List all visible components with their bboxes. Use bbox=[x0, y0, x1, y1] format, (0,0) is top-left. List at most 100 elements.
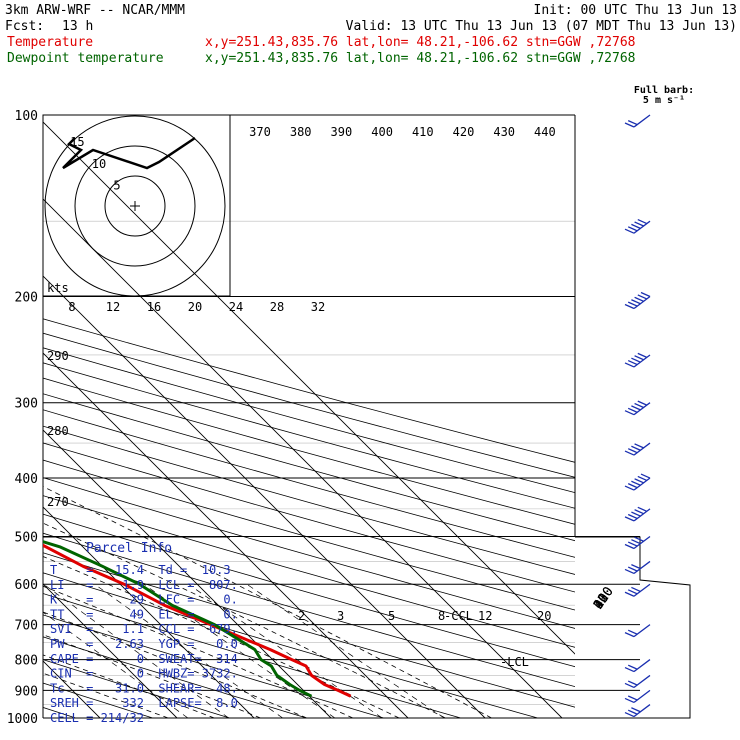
wind-barb-flag bbox=[634, 221, 644, 227]
wind-barb bbox=[624, 352, 651, 368]
temperature-legend-label: Temperature bbox=[7, 35, 93, 50]
theta-e-label: 380 bbox=[290, 125, 312, 139]
wind-barb-flag bbox=[624, 632, 635, 638]
wind-barb-flag bbox=[627, 513, 638, 520]
header-fcst-value: 13 h bbox=[62, 19, 93, 34]
wind-barb-flag bbox=[624, 697, 635, 704]
wind-barb-flag bbox=[627, 709, 638, 715]
pressure-tick-label: 700 bbox=[15, 619, 38, 634]
wind-barb-flag bbox=[627, 680, 638, 686]
parcel-info-row: LI = 1.9 LCL = 807. bbox=[50, 578, 238, 592]
isotherm-label: 40 bbox=[591, 591, 612, 612]
dry-adiabat bbox=[43, 614, 384, 718]
wind-barb-flag bbox=[631, 445, 641, 451]
lcl-marker-label: -LCL bbox=[500, 655, 529, 669]
wind-barb-flag bbox=[624, 485, 635, 491]
dry-adiabat bbox=[43, 495, 575, 648]
mixing-ratio-label: 12 bbox=[478, 609, 492, 623]
wind-barb-staff bbox=[633, 659, 651, 673]
wind-barb-flag bbox=[627, 448, 638, 454]
barb-legend-line2: 5 m s⁻¹ bbox=[643, 95, 685, 106]
wind-barb-flag bbox=[624, 711, 635, 718]
wind-barb-flag bbox=[624, 682, 635, 689]
theta-e-label: 420 bbox=[453, 125, 475, 139]
wind-barb bbox=[624, 473, 651, 491]
wind-barb bbox=[624, 442, 651, 456]
isotherm-label: 30 bbox=[591, 591, 612, 612]
wind-barb-flag bbox=[634, 355, 644, 361]
wind-barb-flag bbox=[634, 402, 644, 409]
dry-adiabat bbox=[43, 459, 575, 611]
moist-adiabat bbox=[43, 585, 354, 718]
pressure-tick-label: 900 bbox=[15, 684, 38, 699]
mixing-ratio-label: 20 bbox=[537, 609, 551, 623]
wind-barbs bbox=[624, 114, 651, 718]
parcel-info-row: PW = 2.63 YGP = 0.0 bbox=[50, 637, 238, 651]
wind-barb bbox=[624, 583, 651, 597]
hodograph-axis-tick: 12 bbox=[106, 300, 120, 314]
wind-barb-flag bbox=[631, 539, 641, 545]
mixing-ratio-label: 5 bbox=[388, 609, 395, 623]
pressure-tick-label: 1000 bbox=[7, 712, 38, 727]
wind-barb-flag bbox=[640, 291, 651, 298]
parcel-info-title: Parcel Info bbox=[86, 541, 172, 556]
isotherm-line bbox=[43, 506, 255, 718]
wind-barb-flag bbox=[624, 516, 635, 522]
wind-barb-flag bbox=[624, 543, 635, 550]
isotherm-line bbox=[43, 429, 332, 718]
parcel-info-panel: Parcel Info T = 15.4 Td = 10.3LI = 1.9 L… bbox=[43, 536, 238, 725]
hodograph-trace bbox=[62, 136, 196, 170]
sounding-profiles bbox=[43, 540, 352, 698]
header-fcst-label: Fcst: bbox=[5, 19, 44, 34]
hodograph-axis-tick: 8 bbox=[68, 300, 75, 314]
isotherm-line bbox=[43, 275, 486, 718]
pressure-tick-label: 200 bbox=[15, 291, 38, 306]
pressure-tick-label: 400 bbox=[15, 472, 38, 487]
hodograph-axis-tick: 24 bbox=[229, 300, 243, 314]
hodograph-ring-label: 10 bbox=[92, 157, 106, 171]
pressure-tick-label: 300 bbox=[15, 397, 38, 412]
hodograph-axis-tick: 32 bbox=[311, 300, 325, 314]
parcel-info-row: CIN = 0 HWBZ= 3732. bbox=[50, 667, 238, 681]
wind-barb-flag bbox=[627, 301, 638, 307]
hodograph-ring-label: 5 bbox=[113, 178, 120, 192]
parcel-info-row: K = 29 LFC = 0. bbox=[50, 593, 238, 607]
wind-barb-flag bbox=[631, 586, 641, 593]
temperature-profile bbox=[43, 543, 352, 698]
barb-legend-line1: Full barb: bbox=[634, 85, 694, 96]
header-init: Init: 00 UTC Thu 13 Jun 13 bbox=[534, 3, 738, 18]
dry-adiabat bbox=[43, 442, 575, 593]
header-valid: Valid: 13 UTC Thu 13 Jun 13 (07 MDT Thu … bbox=[346, 19, 737, 34]
temperature-station-info: x,y=251.43,835.76 lat,lon= 48.21,-106.62… bbox=[205, 35, 635, 50]
wind-barb-flag bbox=[624, 410, 635, 416]
wind-barb-staff bbox=[633, 689, 651, 703]
wind-barb-flag bbox=[640, 473, 651, 479]
wind-barb-flag bbox=[624, 568, 635, 575]
wind-barb-flag bbox=[627, 120, 638, 126]
wind-barb bbox=[624, 689, 651, 704]
dewpoint-station-info: x,y=251.43,835.76 lat,lon= 48.21,-106.62… bbox=[205, 51, 635, 66]
dry-adiabat bbox=[43, 347, 575, 494]
wind-barb-flag bbox=[631, 299, 641, 305]
wind-barb-flag bbox=[631, 405, 641, 411]
wind-barb-staff bbox=[633, 674, 651, 688]
moist-adiabat-label: 270 bbox=[47, 495, 69, 509]
wind-barb bbox=[624, 535, 651, 550]
isotherm-line bbox=[43, 352, 409, 718]
wind-barb-flag bbox=[624, 228, 635, 234]
wind-barb-flag bbox=[637, 352, 648, 358]
dry-adiabat bbox=[43, 332, 575, 478]
moist-adiabat-label: 290 bbox=[47, 349, 69, 363]
dry-adiabat bbox=[43, 532, 575, 688]
mixing-ratio-label: 3 bbox=[337, 609, 344, 623]
wind-barb-flag bbox=[624, 122, 635, 128]
wind-barb-staff bbox=[633, 624, 651, 638]
theta-e-label: 410 bbox=[412, 125, 434, 139]
wind-barb-flag bbox=[631, 511, 641, 517]
wind-barb-flag bbox=[624, 303, 635, 310]
hodograph-ring-15 bbox=[44, 115, 226, 297]
isotherm-label: 20 bbox=[591, 591, 612, 612]
wind-barb-flag bbox=[627, 541, 638, 547]
